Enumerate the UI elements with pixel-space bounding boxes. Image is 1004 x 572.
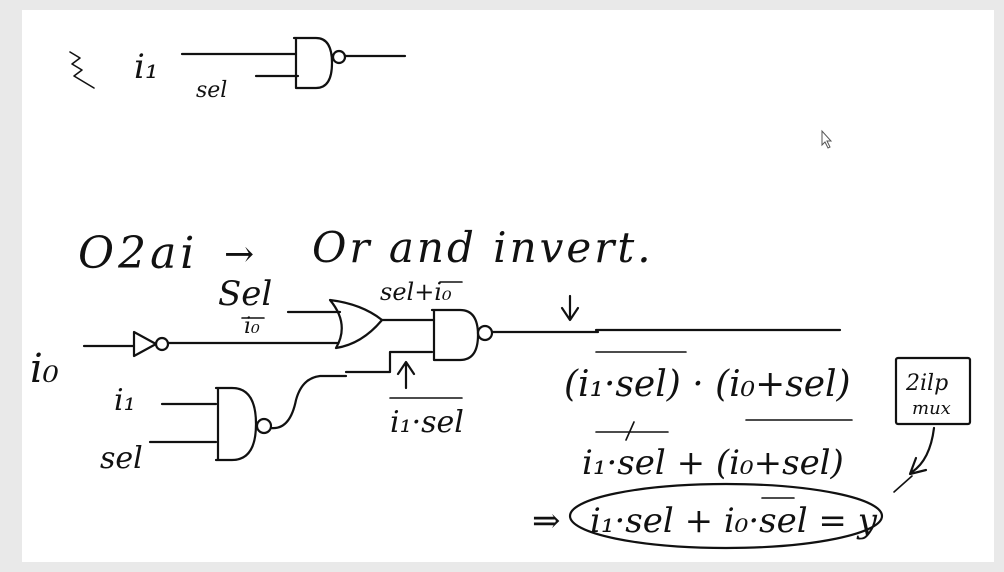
derivation-line3-prefix: ⇒ xyxy=(532,501,561,541)
or-gate xyxy=(286,298,436,350)
and-input-sel-label: sel xyxy=(100,441,143,476)
and-output-label: i₁·sel xyxy=(390,405,464,440)
note-box xyxy=(894,356,972,426)
and-gate xyxy=(148,350,434,462)
note-arrow xyxy=(908,426,936,476)
output-nand-gate xyxy=(430,294,600,362)
derivation-line2: i₁·sel + (i₀+sel) xyxy=(582,443,844,483)
note-to-answer-line xyxy=(893,475,913,493)
note-line1: 2ilp xyxy=(905,371,948,396)
heading-arrow: → xyxy=(224,234,254,275)
derivation-line3: i₁·sel + i₀·sel = y xyxy=(590,501,878,541)
top-input-sel-label: sel xyxy=(196,78,227,103)
whiteboard-canvas[interactable] xyxy=(22,10,994,562)
top-nand-gate xyxy=(180,36,407,90)
line2-strike xyxy=(595,421,669,441)
mouse-cursor-icon xyxy=(821,129,833,149)
squiggle-mark xyxy=(69,51,95,89)
or-input-sel-label: Sel xyxy=(218,274,272,314)
heading-term: O2ai xyxy=(78,228,198,279)
top-input-i1-label: i₁ xyxy=(134,47,159,87)
and-input-i1-label: i₁ xyxy=(114,383,136,418)
derivation-line1: (i₁·sel) · (i₀+sel) xyxy=(564,364,851,405)
input-inverter-gate xyxy=(82,330,340,358)
input-i0-label: i₀ xyxy=(30,346,59,392)
or-input-i0bar-label: i₀ xyxy=(244,314,260,339)
and-output-arrow xyxy=(396,360,416,390)
heading-meaning: Or and invert. xyxy=(312,223,654,272)
final-answer-circle xyxy=(568,482,884,550)
note-line2: mux xyxy=(912,398,951,419)
